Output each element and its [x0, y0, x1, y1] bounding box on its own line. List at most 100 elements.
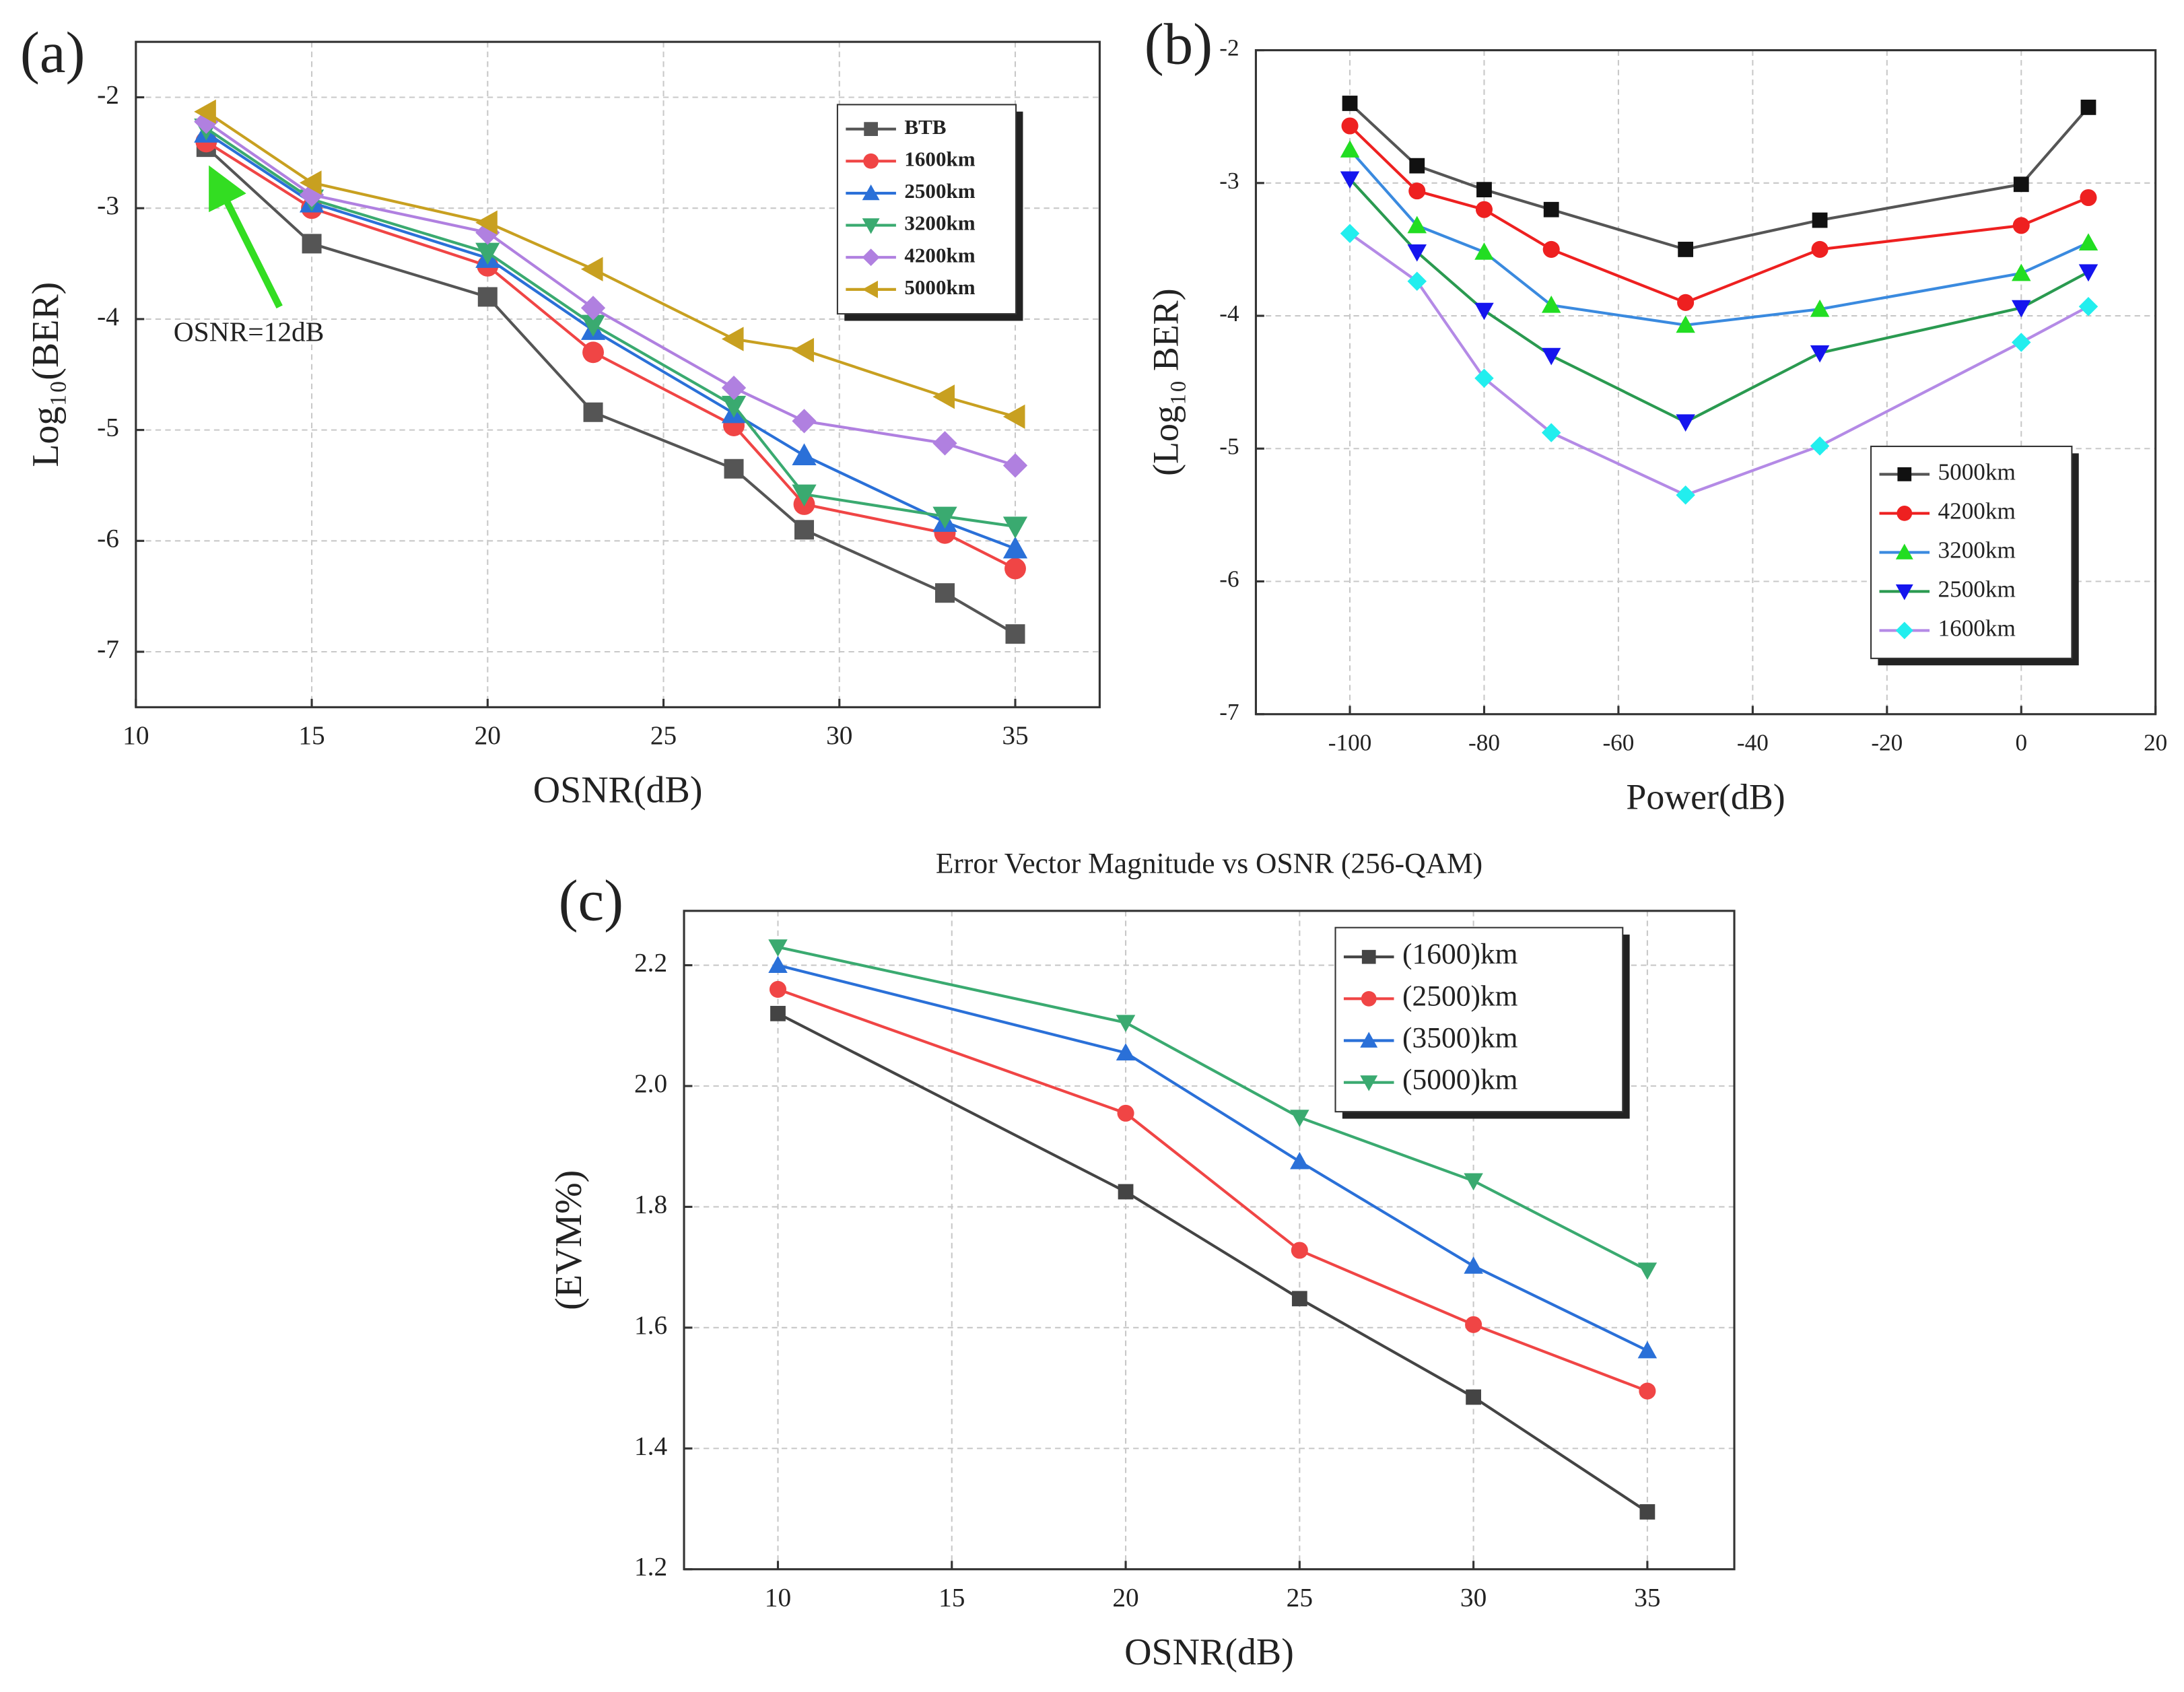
- y-tick-label: -3: [1219, 168, 1239, 194]
- legend-marker: [862, 248, 880, 267]
- series-line: [205, 127, 1016, 528]
- x-axis-label: Power(dB): [1626, 777, 1785, 817]
- legend-marker: [1360, 1075, 1378, 1091]
- marker: [1004, 557, 1026, 580]
- marker: [1340, 224, 1360, 243]
- marker: [1002, 404, 1025, 429]
- legend-marker: [864, 122, 878, 136]
- marker: [475, 242, 500, 265]
- series-line: [205, 121, 1016, 467]
- legend-label: 2500km: [904, 179, 975, 203]
- plot-frame: [135, 40, 1101, 708]
- marker: [1340, 140, 1360, 158]
- marker: [768, 955, 788, 973]
- marker: [1677, 294, 1695, 311]
- marker: [1117, 1104, 1134, 1122]
- x-tick-label: -20: [1871, 729, 1903, 755]
- marker: [580, 314, 606, 337]
- y-tick-label: 2.2: [634, 948, 667, 978]
- y-axis-label: (EVM%): [548, 1170, 590, 1310]
- series-line: [205, 146, 1017, 636]
- marker: [2078, 233, 2098, 250]
- marker: [582, 341, 604, 364]
- panel-label: (b): [1145, 11, 1213, 77]
- marker: [194, 99, 216, 125]
- panel-label: (c): [559, 868, 624, 933]
- marker: [1810, 345, 1830, 363]
- marker: [1118, 1184, 1134, 1200]
- x-axis-label: OSNR(dB): [533, 770, 703, 811]
- x-tick-label: 20: [475, 720, 501, 750]
- y-tick-label: 1.2: [634, 1552, 667, 1582]
- x-axis-label: OSNR(dB): [1124, 1631, 1294, 1673]
- marker: [299, 170, 322, 195]
- marker: [769, 980, 787, 998]
- legend-label: 4200km: [904, 243, 975, 267]
- legend-marker: [1895, 584, 1913, 601]
- marker: [2012, 300, 2031, 318]
- marker: [580, 296, 606, 320]
- marker: [1676, 315, 1695, 333]
- marker: [583, 402, 603, 422]
- x-tick-label: 30: [826, 720, 852, 750]
- legend-label: 1600km: [904, 147, 975, 170]
- y-tick-label: -5: [1219, 433, 1239, 459]
- legend-label: (5000)km: [1402, 1064, 1518, 1096]
- x-tick-label: 15: [939, 1582, 965, 1612]
- marker: [2013, 176, 2029, 193]
- marker: [1639, 1504, 1656, 1520]
- marker: [2080, 99, 2096, 115]
- y-tick-label: -4: [97, 302, 119, 331]
- x-tick-label: 0: [2015, 729, 2027, 755]
- x-tick-label: 20: [1112, 1582, 1138, 1612]
- marker: [1474, 242, 1494, 260]
- marker: [1002, 536, 1028, 559]
- marker: [1002, 453, 1028, 478]
- x-tick-label: 10: [765, 1582, 791, 1612]
- y-tick-label: -3: [97, 191, 119, 220]
- annotation-arrow: [209, 165, 283, 309]
- legend-label: 3200km: [904, 211, 975, 235]
- x-tick-label: -80: [1468, 729, 1500, 755]
- marker: [1474, 302, 1494, 320]
- marker: [792, 484, 817, 507]
- legend-marker: [1897, 467, 1912, 481]
- marker: [1464, 1173, 1483, 1191]
- x-tick-label: -100: [1328, 729, 1372, 755]
- marker: [1409, 158, 1425, 174]
- y-tick-label: -7: [1219, 699, 1239, 725]
- x-tick-label: 10: [123, 720, 149, 750]
- legend-marker: [1361, 949, 1376, 964]
- marker: [2078, 296, 2098, 316]
- annotation: OSNR=12dB: [174, 316, 325, 347]
- marker: [1810, 299, 1830, 317]
- legend-label: (1600)km: [1402, 938, 1518, 970]
- legend-label: 2500km: [1938, 576, 2016, 602]
- marker: [302, 234, 322, 254]
- legend-label: (2500)km: [1402, 980, 1518, 1012]
- marker: [1408, 182, 1426, 200]
- legend-marker: [1897, 505, 1913, 521]
- marker: [1290, 1151, 1309, 1170]
- marker: [1474, 368, 1494, 388]
- series-line: [205, 110, 1016, 418]
- legend-label: 4200km: [1938, 498, 2016, 524]
- marker: [1464, 1256, 1483, 1274]
- panel-label: (a): [20, 20, 86, 85]
- y-tick-label: -5: [97, 413, 119, 442]
- marker: [1475, 201, 1493, 218]
- series-line: [205, 131, 1016, 550]
- marker: [1637, 1262, 1658, 1280]
- marker: [770, 1005, 786, 1021]
- marker: [1407, 215, 1427, 234]
- marker: [2012, 217, 2030, 234]
- marker: [1637, 1341, 1658, 1359]
- marker: [1466, 1389, 1482, 1405]
- marker: [2078, 264, 2098, 282]
- series-line: [205, 140, 1016, 570]
- marker: [768, 939, 788, 957]
- y-tick-label: 2.0: [634, 1069, 667, 1098]
- marker: [1541, 347, 1561, 366]
- marker: [792, 337, 815, 363]
